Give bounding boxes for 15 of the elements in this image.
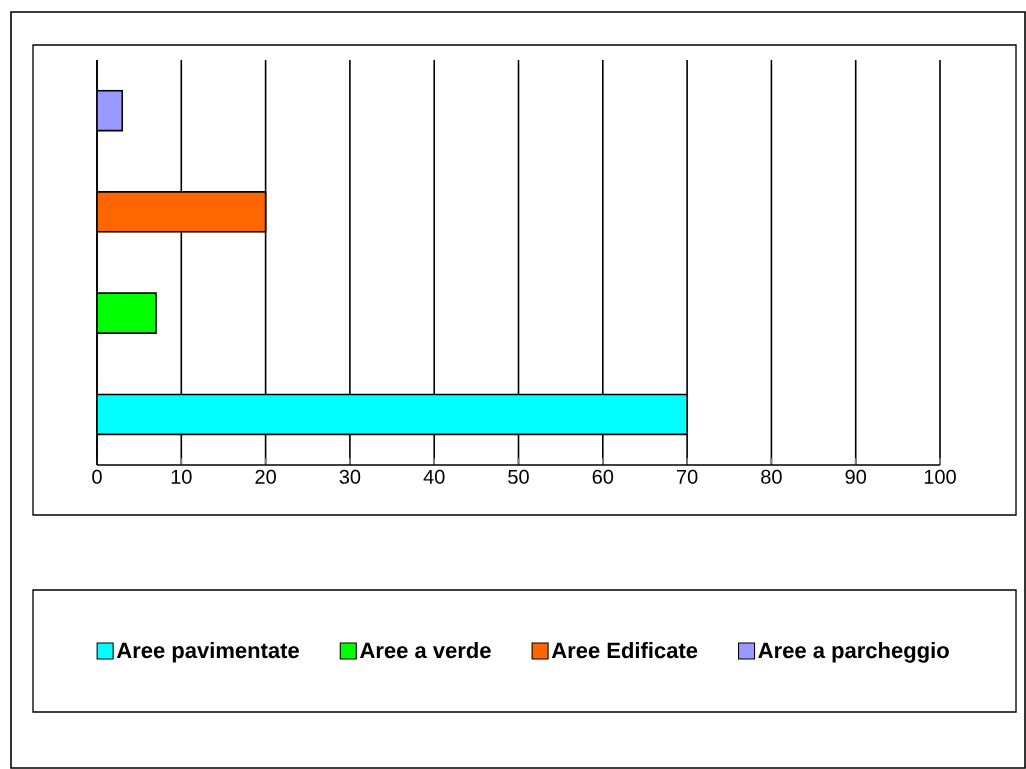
legend-label: Aree Edificate (551, 642, 698, 659)
x-tick-label: 20 (255, 469, 276, 484)
legend-label: Aree a verde (360, 642, 491, 659)
legend-label: Aree pavimentate (116, 642, 299, 663)
x-tick-label: 40 (423, 469, 445, 484)
x-tick-label: 10 (171, 469, 192, 484)
x-tick-label: 100 (924, 469, 956, 484)
x-tick-label: 70 (677, 469, 698, 484)
x-tick-label: 80 (761, 469, 782, 484)
x-tick-label: 90 (845, 469, 867, 484)
x-tick-label: 50 (508, 469, 529, 484)
x-tick-label: 0 (92, 469, 102, 484)
x-tick-label: 30 (339, 469, 361, 484)
legend-label: Aree a parcheggio (758, 642, 949, 663)
x-tick-label: 60 (592, 469, 614, 484)
